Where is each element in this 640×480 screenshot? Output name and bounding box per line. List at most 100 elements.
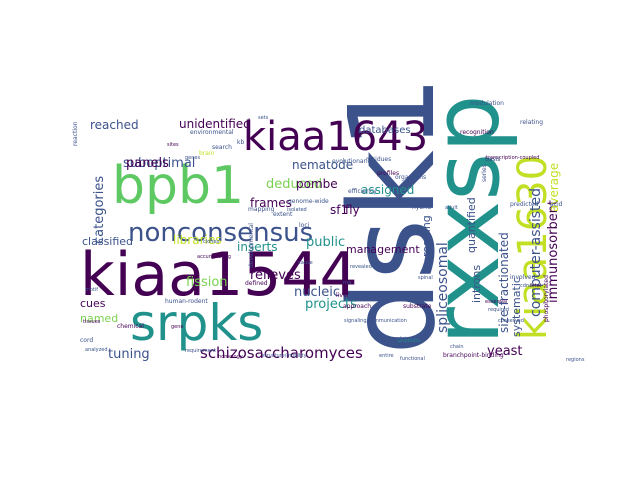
word: tissues (83, 319, 101, 325)
word: public (306, 235, 345, 250)
word: introns (470, 265, 483, 303)
word: nonconsensus (128, 218, 313, 248)
word: size-fractionated (497, 232, 511, 333)
word: substrate (403, 303, 432, 310)
word: computer-assisted (528, 188, 544, 317)
word: nematode (292, 158, 353, 172)
word: residues (366, 156, 391, 163)
word: dsk1 (323, 75, 461, 355)
word: libraries (173, 233, 221, 247)
word: management (346, 243, 420, 256)
word: pombe (296, 177, 338, 191)
word: basis (485, 156, 500, 163)
word: immunosorbent (546, 200, 561, 303)
word: efficiency (348, 188, 377, 195)
word: fetal (530, 283, 541, 289)
word: cues (80, 297, 106, 310)
word: recognition (460, 129, 494, 136)
word: yeast (487, 344, 523, 359)
word: bpb1 (112, 156, 244, 216)
word: sets (258, 115, 269, 121)
word: evolutionarily (332, 158, 373, 165)
word: hybrid (412, 204, 431, 211)
word: srpks (130, 294, 263, 352)
word: kiaa1643 (243, 114, 428, 160)
word: human-rodent (165, 298, 208, 305)
word: nuclear (410, 229, 430, 235)
word: kiaa1630 (510, 155, 556, 340)
word: liver (336, 292, 350, 299)
word: frames (250, 196, 292, 210)
word: products (398, 338, 420, 344)
word: average (547, 163, 561, 212)
word-cloud-words: dsk1 kiaa1544 rxxsp bpb1 srpks kiaa1643 … (72, 75, 585, 363)
word: reading (420, 215, 433, 257)
word: fly (345, 203, 360, 217)
word: defined (245, 280, 268, 287)
word: relieves (250, 268, 301, 283)
word: entire (379, 353, 394, 359)
word: requirement (185, 348, 216, 354)
word: predicted (510, 201, 539, 208)
word: tuning (108, 347, 150, 362)
word: schizosaccharomyces (200, 344, 363, 362)
word: approach (343, 303, 371, 310)
word: homology (218, 354, 243, 360)
word: acid (550, 201, 563, 208)
word: regions (566, 357, 585, 363)
word: inserts (237, 240, 277, 254)
word: modulation (470, 100, 504, 107)
word: databases (359, 125, 411, 136)
word: branchpoint-binding (443, 352, 504, 359)
word: motif (85, 287, 98, 293)
word: panels (126, 156, 169, 171)
word: assigned (361, 183, 414, 197)
word: unidentified (179, 117, 251, 131)
word: conserved (498, 318, 524, 324)
word: fission (186, 275, 228, 290)
word: environmental (190, 129, 234, 136)
word: rxxsp (413, 94, 520, 345)
word: accumulating (197, 254, 231, 260)
word: named (80, 312, 118, 325)
word: revealed (350, 264, 372, 270)
word: analyzed (85, 347, 108, 353)
word: adult (445, 205, 458, 211)
word: phosphorylated (543, 275, 550, 322)
word: nucleic (294, 285, 340, 300)
word: spliceosomal (435, 242, 451, 333)
word: projects (305, 297, 357, 312)
word: transcription-coupled (486, 155, 539, 161)
word: categories (92, 176, 107, 244)
word: protein (392, 336, 410, 342)
word: signaling/communication (344, 318, 407, 324)
word: involved (510, 274, 536, 281)
word: suboptimal (123, 156, 195, 171)
word: required (488, 307, 509, 313)
word: sites (167, 142, 179, 148)
word: spinal (418, 275, 433, 281)
word: systematic (510, 277, 523, 337)
word: functional (400, 356, 425, 362)
word: relating (520, 119, 543, 126)
word: extent (273, 211, 293, 218)
word: cause (298, 260, 313, 266)
word: series (481, 164, 488, 182)
word: cdna (520, 283, 532, 289)
word: brain (199, 150, 215, 157)
word: kiaa1544 (80, 240, 358, 310)
word: quantified (465, 197, 478, 253)
word: sf1 (330, 203, 348, 217)
word: chemical (117, 323, 144, 330)
word: developmental (248, 223, 255, 268)
word: gene (171, 324, 184, 330)
word: isolated (287, 207, 307, 213)
word: cord (80, 337, 93, 344)
word: chain (450, 344, 464, 350)
word: reaction (72, 121, 79, 146)
word: search (212, 144, 232, 151)
word: classified (82, 235, 133, 248)
word: loci (299, 222, 310, 229)
word: essential (485, 299, 507, 305)
